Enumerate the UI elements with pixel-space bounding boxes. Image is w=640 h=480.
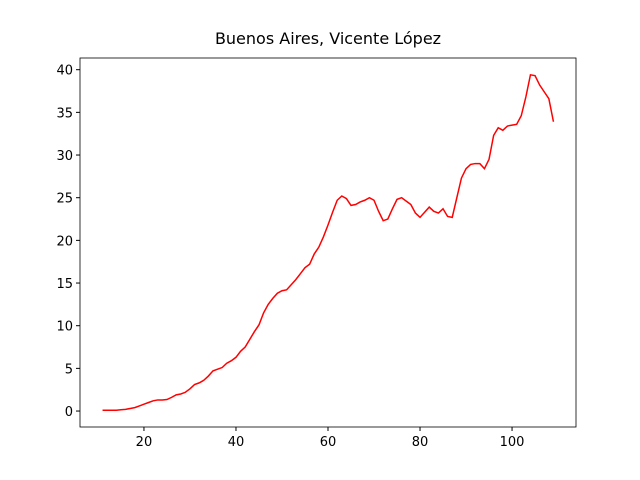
y-tick-label: 20 <box>56 234 73 249</box>
x-tick-label: 40 <box>228 435 245 450</box>
chart-title: Buenos Aires, Vicente López <box>215 29 441 48</box>
x-tick-label: 100 <box>500 435 525 450</box>
y-tick-label: 25 <box>56 192 73 207</box>
y-tick-label: 10 <box>56 320 73 335</box>
plot-frame <box>79 57 577 428</box>
x-tick-label: 60 <box>320 435 337 450</box>
line <box>102 73 555 411</box>
y-tick-label: 30 <box>56 149 73 164</box>
y-tick-label: 15 <box>56 277 73 292</box>
y-tick-label: 5 <box>65 362 73 377</box>
y-tick-label: 40 <box>56 64 73 79</box>
y-tick-label: 0 <box>65 405 73 420</box>
y-tick-label: 35 <box>56 106 73 121</box>
x-tick-label: 20 <box>136 435 153 450</box>
x-tick-label: 80 <box>412 435 429 450</box>
